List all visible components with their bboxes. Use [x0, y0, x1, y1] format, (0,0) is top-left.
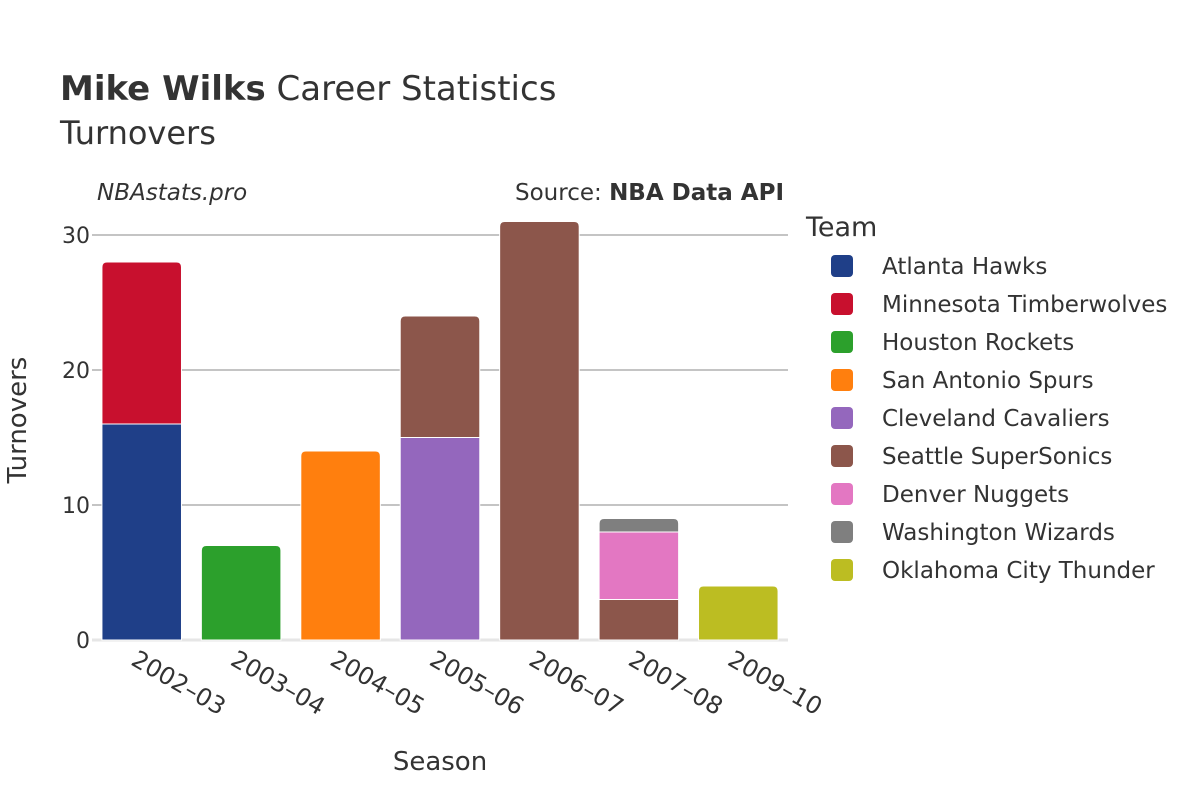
legend-swatch — [831, 445, 853, 467]
x-tick-label: 2002–03 — [127, 645, 231, 721]
y-tick-labels: 0 10 20 30 — [62, 224, 90, 654]
bar-segment[interactable] — [101, 423, 182, 641]
legend-swatch — [831, 255, 853, 277]
chart-title: Mike Wilks Career Statistics — [60, 69, 556, 109]
legend-label: Minnesota Timberwolves — [882, 292, 1167, 318]
legend-label: Houston Rockets — [882, 330, 1074, 356]
legend-label: San Antonio Spurs — [882, 368, 1094, 394]
x-axis-title: Season — [393, 747, 487, 777]
legend-item[interactable]: Oklahoma City Thunder — [831, 558, 1155, 584]
bar-segment[interactable] — [598, 531, 680, 600]
bar-segment[interactable] — [200, 545, 282, 641]
legend-label: Seattle SuperSonics — [882, 444, 1112, 470]
bar-segment[interactable] — [300, 450, 381, 641]
y-tick-label: 0 — [76, 629, 90, 654]
legend: Team Atlanta Hawks Minnesota Timberwolves… — [805, 212, 1167, 584]
source-prefix: Source: — [515, 180, 609, 206]
bar-segment[interactable] — [598, 598, 680, 641]
x-tick-label: 2009–10 — [723, 645, 827, 721]
legend-item[interactable]: Washington Wizards — [831, 520, 1115, 546]
legend-swatch — [831, 293, 853, 315]
legend-title: Team — [805, 212, 877, 243]
x-tick-label: 2003–04 — [226, 645, 330, 721]
legend-item[interactable]: Minnesota Timberwolves — [831, 292, 1167, 318]
source-credit: Source: NBA Data API — [515, 180, 784, 206]
legend-label: Oklahoma City Thunder — [882, 558, 1155, 584]
x-tick-label: 2005–06 — [425, 645, 529, 721]
legend-label: Atlanta Hawks — [882, 254, 1047, 280]
bars — [101, 221, 779, 641]
legend-item[interactable]: San Antonio Spurs — [831, 368, 1094, 394]
bar-segment[interactable] — [399, 315, 481, 438]
y-tick-label: 20 — [62, 359, 90, 384]
bar-segment[interactable] — [598, 518, 680, 533]
site-credit: NBAstats.pro — [97, 180, 247, 206]
x-tick-label: 2006–07 — [524, 645, 628, 721]
x-tick-label: 2007–08 — [624, 645, 728, 721]
x-tick-labels: 2002–032003–042004–052005–062006–072007–… — [127, 645, 827, 721]
legend-swatch — [831, 331, 853, 353]
y-axis-title: Turnovers — [3, 357, 33, 485]
legend-swatch — [831, 559, 853, 581]
legend-item[interactable]: Houston Rockets — [831, 330, 1074, 356]
y-tick-label: 10 — [62, 494, 90, 519]
bar-segment[interactable] — [698, 585, 779, 641]
legend-item[interactable]: Cleveland Cavaliers — [831, 406, 1110, 432]
bar-segment[interactable] — [101, 261, 182, 425]
chart-subtitle: Turnovers — [59, 114, 216, 152]
source-name: NBA Data API — [609, 180, 784, 206]
legend-item[interactable]: Denver Nuggets — [831, 482, 1069, 508]
legend-swatch — [831, 483, 853, 505]
legend-item[interactable]: Atlanta Hawks — [831, 254, 1047, 280]
title-suffix: Career Statistics — [266, 69, 557, 109]
legend-swatch — [831, 407, 853, 429]
legend-label: Cleveland Cavaliers — [882, 406, 1110, 432]
player-name: Mike Wilks — [60, 69, 266, 109]
bar-segment[interactable] — [499, 221, 580, 641]
legend-item[interactable]: Seattle SuperSonics — [831, 444, 1112, 470]
x-tick-label: 2004–05 — [326, 645, 430, 721]
legend-swatch — [831, 369, 853, 391]
legend-label: Washington Wizards — [882, 520, 1115, 546]
y-tick-label: 30 — [62, 224, 90, 249]
bar-segment[interactable] — [399, 437, 481, 641]
legend-swatch — [831, 521, 853, 543]
legend-label: Denver Nuggets — [882, 482, 1069, 508]
